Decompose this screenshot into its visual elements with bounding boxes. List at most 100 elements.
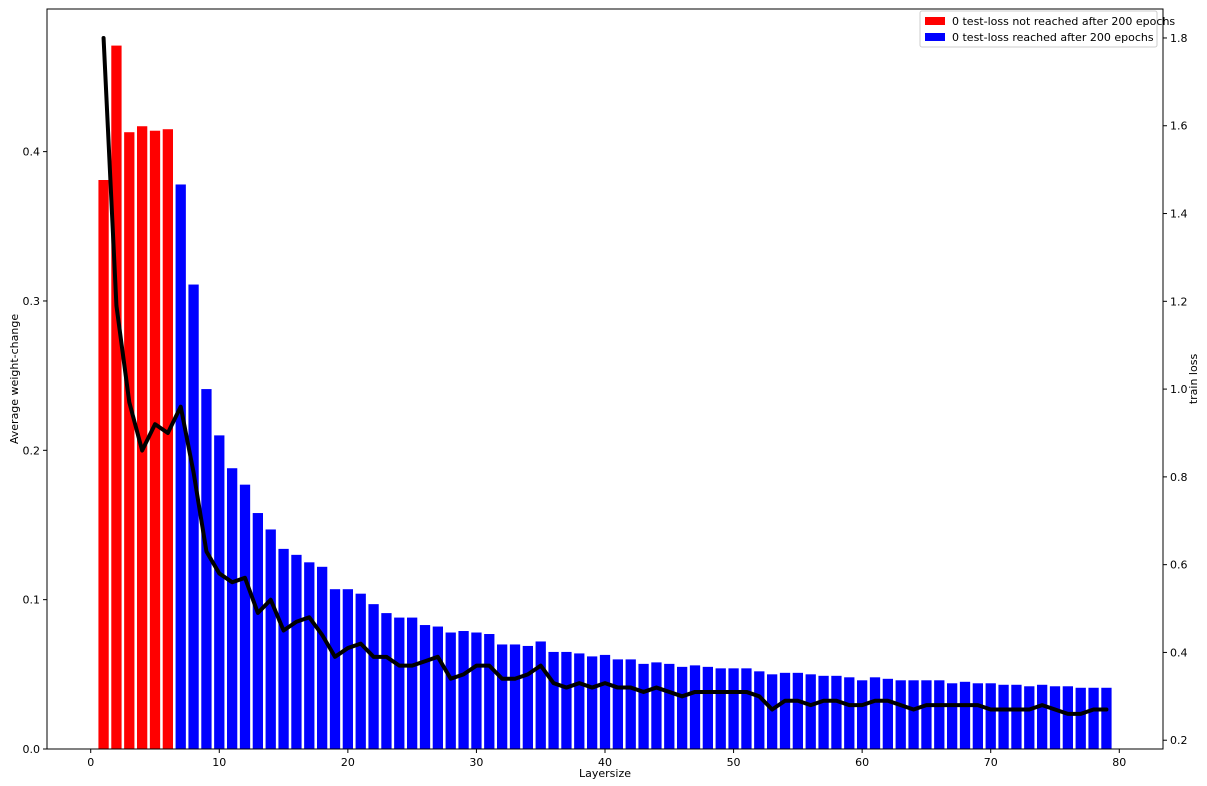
bar-69 <box>972 683 983 749</box>
bar-3 <box>124 132 135 749</box>
bar-29 <box>458 631 469 749</box>
bar-35 <box>535 641 546 749</box>
x-tick-label-40: 40 <box>598 756 612 769</box>
bar-28 <box>445 632 456 749</box>
bar-5 <box>149 130 161 750</box>
bar-31 <box>484 634 495 749</box>
legend-swatch-not-reached <box>925 17 945 25</box>
bar-36 <box>548 651 559 749</box>
x-tick-label-70: 70 <box>984 756 998 769</box>
bar-10 <box>214 435 225 749</box>
y-tick-label-0: 0.0 <box>23 743 41 756</box>
bar-34 <box>522 645 533 749</box>
bar-56 <box>805 674 816 749</box>
bar-16 <box>291 554 302 749</box>
bar-15 <box>278 548 289 749</box>
bar-58 <box>831 675 842 749</box>
bar-25 <box>407 617 418 749</box>
bar-38 <box>574 653 585 749</box>
x-ticks: 0 10 20 30 40 50 60 70 80 <box>87 749 1126 769</box>
legend-swatch-reached <box>925 33 945 41</box>
bar-22 <box>368 604 379 749</box>
bar-26 <box>419 625 431 749</box>
legend-label-reached: 0 test-loss reached after 200 epochs <box>952 31 1154 44</box>
bar-41 <box>612 659 623 749</box>
y2-tick-label-1: 0.4 <box>1170 646 1188 659</box>
bar-30 <box>471 632 482 749</box>
bar-59 <box>844 677 855 749</box>
bar-42 <box>625 659 636 749</box>
bar-50 <box>728 668 739 749</box>
bar-20 <box>342 589 353 749</box>
bar-55 <box>792 672 803 749</box>
bars <box>98 45 1112 750</box>
bar-33 <box>509 644 521 749</box>
bar-1 <box>98 180 109 749</box>
bar-75 <box>1049 686 1061 749</box>
bar-23 <box>381 613 392 749</box>
bar-71 <box>998 684 1009 749</box>
y-tick-label-1: 0.1 <box>23 594 41 607</box>
bar-11 <box>227 468 238 749</box>
bar-4 <box>137 126 148 750</box>
bar-17 <box>304 562 315 749</box>
bar-70 <box>985 683 996 749</box>
y2-tick-label-2: 0.6 <box>1170 559 1188 572</box>
bar-74 <box>1037 684 1048 749</box>
y2-tick-label-6: 1.4 <box>1170 208 1188 221</box>
bar-44 <box>651 662 662 749</box>
bar-7 <box>175 184 186 750</box>
y2-tick-label-0: 0.2 <box>1170 734 1188 747</box>
y2-ticks: 0.2 0.4 0.6 0.8 1.0 1.2 1.4 1.6 1.8 <box>1163 32 1188 747</box>
bar-52 <box>754 671 765 749</box>
bar-27 <box>432 626 443 749</box>
bar-63 <box>895 680 906 749</box>
train-loss-line <box>101 35 1109 716</box>
bar-67 <box>947 683 958 749</box>
bar-66 <box>934 680 945 749</box>
bar-2 <box>111 45 122 749</box>
y2-tick-label-8: 1.8 <box>1170 32 1188 45</box>
x-tick-label-60: 60 <box>855 756 869 769</box>
y2-tick-label-4: 1.0 <box>1170 383 1188 396</box>
bar-54 <box>779 672 791 749</box>
bar-65 <box>921 680 932 749</box>
x-tick-label-80: 80 <box>1112 756 1126 769</box>
bar-19 <box>329 589 341 749</box>
bar-49 <box>715 668 726 749</box>
x-tick-label-10: 10 <box>212 756 226 769</box>
x-tick-label-20: 20 <box>341 756 355 769</box>
y2-tick-label-3: 0.8 <box>1170 471 1188 484</box>
bar-48 <box>702 666 713 749</box>
bar-21 <box>355 593 366 749</box>
train-loss-line-layer <box>101 35 1109 716</box>
bar-47 <box>689 665 701 749</box>
bar-60 <box>857 680 868 749</box>
x-tick-label-50: 50 <box>727 756 741 769</box>
y-tick-label-3: 0.3 <box>23 295 41 308</box>
bar-78 <box>1088 687 1099 749</box>
legend: 0 test-loss not reached after 200 epochs… <box>919 10 1175 48</box>
bar-13 <box>252 513 263 749</box>
bar-39 <box>587 656 598 749</box>
bar-32 <box>497 644 508 749</box>
bar-73 <box>1024 686 1035 749</box>
y2-axis-label: train loss <box>1187 354 1200 405</box>
y-ticks: 0.0 0.1 0.2 0.3 0.4 <box>23 146 47 756</box>
bar-77 <box>1075 687 1086 749</box>
bar-76 <box>1062 686 1073 749</box>
bar-53 <box>767 674 778 749</box>
x-axis-label: Layersize <box>579 767 631 780</box>
bar-57 <box>818 675 829 749</box>
bar-14 <box>265 529 276 749</box>
bar-9 <box>201 389 212 749</box>
y2-tick-label-5: 1.2 <box>1170 295 1188 308</box>
bar-40 <box>599 654 611 749</box>
bar-64 <box>908 680 919 749</box>
y-tick-label-2: 0.2 <box>23 444 41 457</box>
bar-72 <box>1011 684 1022 749</box>
x-tick-label-0: 0 <box>87 756 94 769</box>
bar-62 <box>882 678 893 749</box>
bar-6 <box>162 129 173 750</box>
